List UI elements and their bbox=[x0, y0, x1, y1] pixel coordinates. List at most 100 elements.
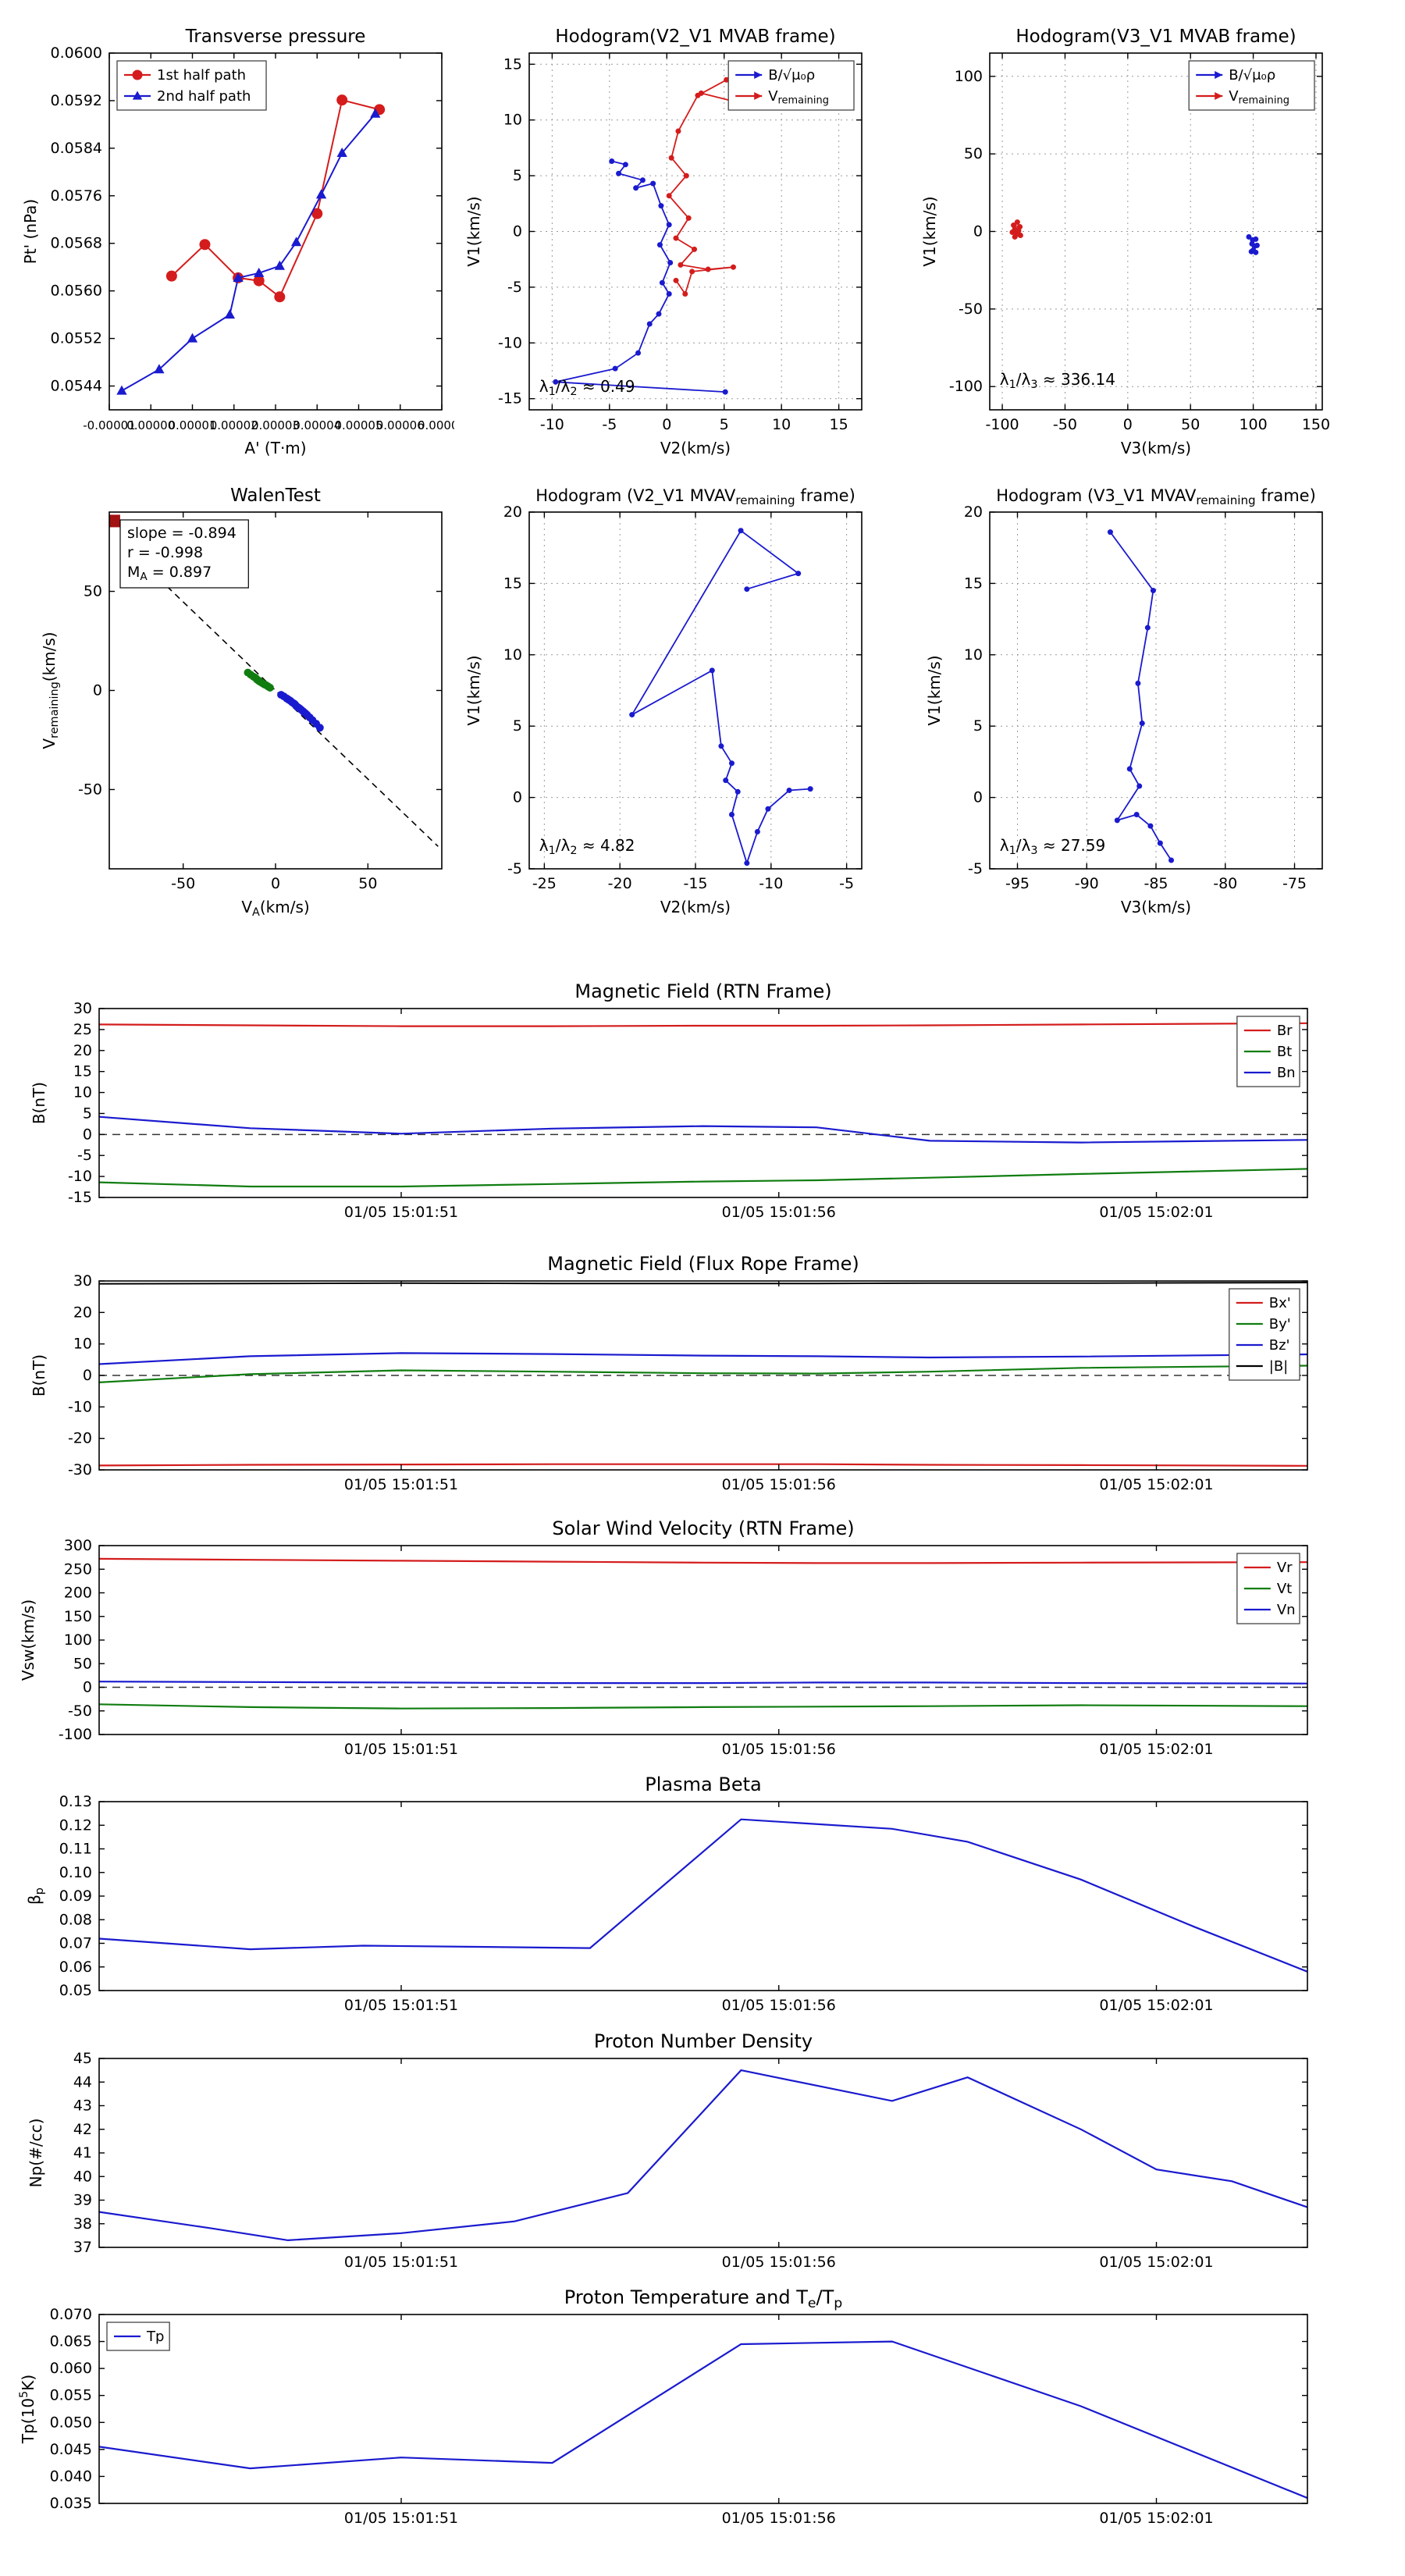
svg-text:V1(km/s): V1(km/s) bbox=[464, 196, 483, 266]
svg-text:βp: βp bbox=[25, 1888, 46, 1905]
svg-text:01/05 15:01:51: 01/05 15:01:51 bbox=[344, 2510, 458, 2527]
svg-text:-50: -50 bbox=[68, 1703, 92, 1720]
svg-text:20: 20 bbox=[503, 503, 522, 521]
svg-text:0.00005: 0.00005 bbox=[334, 418, 382, 432]
svg-text:-50: -50 bbox=[78, 781, 102, 798]
panel-solar-wind-velocity: 01/05 15:01:51 01/05 15:01:56 01/05 15:02:… bbox=[0, 1505, 1405, 1780]
svg-text:-85: -85 bbox=[1144, 875, 1168, 892]
svg-text:100: 100 bbox=[955, 68, 983, 85]
svg-text:10: 10 bbox=[964, 646, 983, 664]
svg-text:0.00002: 0.00002 bbox=[210, 418, 258, 432]
svg-text:5: 5 bbox=[83, 1105, 92, 1122]
svg-text:30: 30 bbox=[73, 1272, 92, 1290]
svg-text:0.055: 0.055 bbox=[50, 2387, 92, 2404]
svg-text:Proton Temperature and Te/Tp: Proton Temperature and Te/Tp bbox=[564, 2286, 842, 2311]
svg-text:50: 50 bbox=[1181, 416, 1200, 433]
svg-text:0.065: 0.065 bbox=[50, 2333, 92, 2350]
svg-text:0.13: 0.13 bbox=[59, 1793, 92, 1810]
panel-magnetic-field-rtn: 01/05 15:01:51 01/05 15:01:56 01/05 15:02:… bbox=[0, 968, 1405, 1243]
svg-text:A' (T·m): A' (T·m) bbox=[244, 439, 306, 457]
chart-hodogram-v2v1-mvav: -25 -20 -15 -10 -5 -5 0 5 10 15 20 Hodogram (V2_V1 … bbox=[464, 486, 863, 916]
svg-text:150: 150 bbox=[1302, 416, 1330, 433]
svg-text:01/05 15:01:51: 01/05 15:01:51 bbox=[344, 2254, 458, 2271]
svg-text:V3(km/s): V3(km/s) bbox=[1121, 439, 1191, 457]
svg-text:-5: -5 bbox=[507, 860, 522, 877]
svg-text:0.00001: 0.00001 bbox=[168, 418, 216, 432]
svg-text:Hodogram (V3_V1 MVAVremaining: Hodogram (V3_V1 MVAVremaining frame) bbox=[996, 486, 1316, 507]
svg-text:-100: -100 bbox=[59, 1726, 92, 1743]
chart-hodogram-v3v1-mvab: -100 -50 0 50 100 150 -100 -50 0 50 100 Hodogram(V3… bbox=[920, 27, 1330, 457]
svg-text:15: 15 bbox=[830, 416, 848, 433]
svg-text:λ1/λ3 ≈ 27.59: λ1/λ3 ≈ 27.59 bbox=[1000, 836, 1105, 857]
svg-text:01/05 15:02:01: 01/05 15:02:01 bbox=[1099, 2254, 1213, 2271]
svg-text:0.050: 0.050 bbox=[50, 2414, 92, 2431]
svg-text:45: 45 bbox=[73, 2050, 92, 2067]
svg-text:5: 5 bbox=[720, 416, 729, 433]
svg-text:20: 20 bbox=[964, 503, 983, 521]
svg-text:Pt' (nPa): Pt' (nPa) bbox=[21, 199, 40, 264]
chart-magnetic-field-flux-rope: 01/05 15:01:51 01/05 15:01:56 01/05 15:02:… bbox=[30, 1253, 1308, 1493]
svg-text:Hodogram(V3_V1 MVAB frame): Hodogram(V3_V1 MVAB frame) bbox=[1016, 27, 1296, 47]
svg-text:100: 100 bbox=[64, 1631, 92, 1649]
svg-text:V1(km/s): V1(km/s) bbox=[925, 655, 944, 725]
svg-text:0.00007: 0.00007 bbox=[418, 418, 454, 432]
svg-text:Tp: Tp bbox=[146, 2329, 164, 2345]
panel-transverse-pressure: -0.00001 0.00000 0.00001 0.00002 0.00003 0.00… bbox=[17, 9, 454, 466]
svg-text:10: 10 bbox=[772, 416, 791, 433]
chart-magnetic-field-rtn: 01/05 15:01:51 01/05 15:01:56 01/05 15:02:… bbox=[30, 980, 1308, 1221]
svg-text:150: 150 bbox=[64, 1608, 92, 1625]
svg-text:20: 20 bbox=[73, 1304, 92, 1321]
svg-text:-25: -25 bbox=[532, 875, 557, 892]
svg-text:0.0568: 0.0568 bbox=[51, 235, 102, 252]
svg-text:-50: -50 bbox=[959, 301, 983, 318]
svg-text:0: 0 bbox=[973, 223, 983, 240]
svg-text:0: 0 bbox=[513, 789, 522, 806]
svg-text:-5: -5 bbox=[507, 279, 522, 296]
svg-text:0: 0 bbox=[513, 223, 522, 240]
svg-text:0: 0 bbox=[973, 789, 983, 806]
svg-text:15: 15 bbox=[503, 575, 522, 592]
panel-proton-temperature: 01/05 15:01:51 01/05 15:01:56 01/05 15:02:… bbox=[0, 2274, 1405, 2549]
svg-text:Vsw(km/s): Vsw(km/s) bbox=[19, 1599, 37, 1681]
svg-text:1st half path: 1st half path bbox=[157, 67, 246, 84]
chart-hodogram-v3v1-mvav: -95 -90 -85 -80 -75 -5 0 5 10 15 20 Hodogram (V3_V1… bbox=[925, 486, 1323, 916]
svg-text:10: 10 bbox=[73, 1084, 92, 1101]
svg-text:0: 0 bbox=[662, 416, 671, 433]
svg-text:Vr: Vr bbox=[1277, 1560, 1293, 1576]
svg-text:0.0600: 0.0600 bbox=[51, 44, 102, 62]
svg-text:42: 42 bbox=[73, 2121, 92, 2138]
svg-text:Magnetic Field (RTN Frame): Magnetic Field (RTN Frame) bbox=[574, 980, 831, 1002]
svg-text:Tp(105K): Tp(105K) bbox=[18, 2375, 37, 2444]
svg-text:-100: -100 bbox=[949, 378, 983, 395]
svg-text:15: 15 bbox=[503, 55, 522, 73]
svg-text:15: 15 bbox=[964, 575, 983, 592]
svg-text:0.06: 0.06 bbox=[59, 1959, 92, 1976]
svg-text:λ1/λ2 ≈ 0.49: λ1/λ2 ≈ 0.49 bbox=[539, 377, 635, 398]
svg-text:40: 40 bbox=[73, 2168, 92, 2185]
svg-text:-15: -15 bbox=[68, 1189, 92, 1206]
svg-text:5: 5 bbox=[513, 167, 522, 184]
svg-text:-50: -50 bbox=[171, 875, 195, 892]
svg-text:50: 50 bbox=[358, 875, 377, 892]
svg-text:200: 200 bbox=[64, 1585, 92, 1602]
svg-text:250: 250 bbox=[64, 1560, 92, 1578]
panel-hodogram-v2v1-mvab: -10 -5 0 5 10 15 -15 -10 -5 0 5 10 15 Hodogram(V2_V1 … bbox=[437, 9, 874, 466]
chart-transverse-pressure: -0.000010.000000.000010.000020.000030.00… bbox=[21, 27, 454, 457]
svg-text:-95: -95 bbox=[1005, 875, 1030, 892]
svg-text:0.11: 0.11 bbox=[59, 1841, 92, 1858]
svg-text:-80: -80 bbox=[1213, 875, 1237, 892]
svg-text:50: 50 bbox=[84, 583, 102, 600]
svg-text:0: 0 bbox=[93, 682, 102, 699]
svg-text:10: 10 bbox=[73, 1336, 92, 1353]
svg-text:Np(#/cc): Np(#/cc) bbox=[27, 2119, 45, 2188]
svg-text:0.12: 0.12 bbox=[59, 1816, 92, 1834]
svg-text:V3(km/s): V3(km/s) bbox=[1121, 898, 1191, 916]
svg-text:-15: -15 bbox=[498, 390, 522, 407]
svg-text:10: 10 bbox=[503, 112, 522, 129]
svg-text:-10: -10 bbox=[498, 334, 522, 351]
svg-text:slope = -0.894: slope = -0.894 bbox=[127, 525, 237, 542]
panel-hodogram-v2v1-mvav: -25 -20 -15 -10 -5 -5 0 5 10 15 20 Hodogram (V2_V1 … bbox=[437, 468, 874, 925]
svg-text:0.09: 0.09 bbox=[59, 1888, 92, 1905]
panel-plasma-beta: 01/05 15:01:51 01/05 15:01:56 01/05 15:02:… bbox=[0, 1761, 1405, 2036]
svg-text:-90: -90 bbox=[1075, 875, 1099, 892]
